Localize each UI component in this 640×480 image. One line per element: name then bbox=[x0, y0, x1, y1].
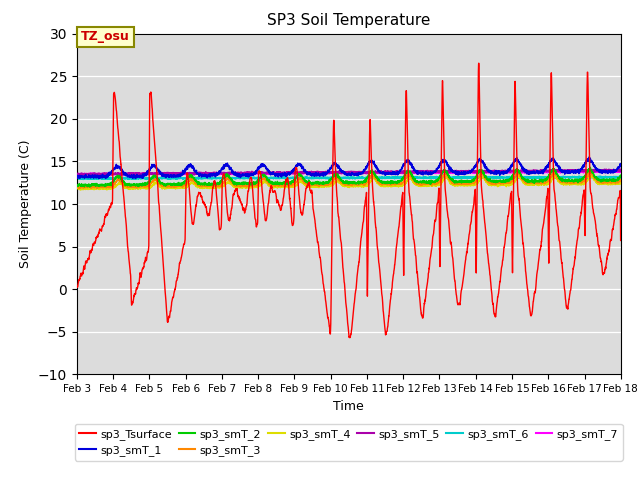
sp3_smT_2 bbox=[548, 168, 556, 174]
sp3_smT_4 bbox=[617, 181, 625, 187]
sp3_Tsurface bbox=[305, 180, 313, 185]
Line: sp3_smT_2: sp3_smT_2 bbox=[77, 168, 621, 187]
sp3_Tsurface bbox=[548, 93, 556, 98]
sp3_smT_6 bbox=[282, 175, 289, 180]
sp3_smT_1 bbox=[548, 157, 556, 163]
sp3_smT_3 bbox=[75, 186, 83, 192]
X-axis label: Time: Time bbox=[333, 400, 364, 413]
Title: SP3 Soil Temperature: SP3 Soil Temperature bbox=[267, 13, 431, 28]
sp3_smT_6 bbox=[79, 177, 87, 182]
sp3_smT_2 bbox=[135, 182, 143, 188]
sp3_smT_3 bbox=[73, 184, 81, 190]
sp3_smT_2 bbox=[617, 172, 625, 178]
sp3_Tsurface bbox=[346, 335, 353, 340]
sp3_smT_7 bbox=[548, 169, 556, 175]
sp3_smT_6 bbox=[135, 175, 143, 181]
sp3_smT_4 bbox=[607, 181, 614, 187]
sp3_smT_2 bbox=[73, 183, 81, 189]
sp3_smT_4 bbox=[135, 185, 143, 191]
sp3_smT_4 bbox=[168, 185, 175, 191]
sp3_smT_2 bbox=[586, 165, 594, 170]
sp3_smT_5 bbox=[578, 167, 586, 172]
sp3_smT_7 bbox=[282, 170, 289, 176]
Line: sp3_smT_5: sp3_smT_5 bbox=[77, 169, 621, 175]
sp3_smT_6 bbox=[548, 174, 556, 180]
sp3_smT_2 bbox=[305, 180, 313, 186]
sp3_smT_4 bbox=[76, 187, 84, 193]
sp3_smT_5 bbox=[282, 170, 289, 176]
sp3_smT_3 bbox=[282, 183, 289, 189]
sp3_smT_5 bbox=[617, 167, 625, 172]
Y-axis label: Soil Temperature (C): Soil Temperature (C) bbox=[19, 140, 32, 268]
sp3_smT_1 bbox=[73, 175, 81, 181]
Line: sp3_smT_6: sp3_smT_6 bbox=[77, 176, 621, 180]
sp3_smT_2 bbox=[168, 181, 175, 187]
sp3_smT_1 bbox=[135, 173, 143, 179]
sp3_smT_5 bbox=[168, 170, 175, 176]
Line: sp3_smT_7: sp3_smT_7 bbox=[77, 171, 621, 175]
sp3_smT_6 bbox=[575, 173, 583, 179]
sp3_smT_3 bbox=[135, 184, 143, 190]
sp3_smT_7 bbox=[135, 171, 143, 177]
sp3_smT_7 bbox=[584, 168, 591, 174]
sp3_smT_7 bbox=[617, 168, 625, 174]
sp3_smT_6 bbox=[305, 176, 313, 181]
sp3_smT_2 bbox=[607, 177, 614, 182]
Line: sp3_smT_4: sp3_smT_4 bbox=[77, 175, 621, 190]
sp3_smT_3 bbox=[617, 177, 625, 183]
Line: sp3_smT_3: sp3_smT_3 bbox=[77, 172, 621, 189]
Text: TZ_osu: TZ_osu bbox=[81, 30, 130, 43]
sp3_smT_7 bbox=[607, 169, 614, 175]
sp3_smT_3 bbox=[548, 173, 556, 179]
sp3_smT_7 bbox=[305, 170, 313, 176]
sp3_smT_6 bbox=[607, 174, 614, 180]
sp3_smT_6 bbox=[168, 176, 175, 181]
sp3_smT_3 bbox=[586, 169, 593, 175]
sp3_smT_4 bbox=[587, 172, 595, 178]
sp3_smT_7 bbox=[73, 171, 81, 177]
sp3_Tsurface bbox=[282, 180, 289, 186]
Line: sp3_smT_1: sp3_smT_1 bbox=[77, 157, 621, 179]
sp3_smT_1 bbox=[305, 170, 313, 176]
sp3_smT_4 bbox=[305, 183, 313, 189]
sp3_smT_7 bbox=[88, 172, 95, 178]
sp3_Tsurface bbox=[607, 237, 614, 242]
sp3_smT_7 bbox=[168, 171, 175, 177]
Line: sp3_Tsurface: sp3_Tsurface bbox=[77, 63, 621, 337]
sp3_smT_1 bbox=[282, 173, 289, 179]
sp3_smT_1 bbox=[585, 154, 593, 160]
sp3_Tsurface bbox=[167, 304, 175, 310]
sp3_smT_3 bbox=[607, 180, 614, 185]
sp3_smT_3 bbox=[305, 181, 313, 187]
sp3_Tsurface bbox=[475, 60, 483, 66]
Legend: sp3_Tsurface, sp3_smT_1, sp3_smT_2, sp3_smT_3, sp3_smT_4, sp3_smT_5, sp3_smT_6, : sp3_Tsurface, sp3_smT_1, sp3_smT_2, sp3_… bbox=[75, 424, 623, 460]
sp3_smT_2 bbox=[282, 180, 289, 186]
sp3_smT_1 bbox=[168, 174, 175, 180]
sp3_smT_4 bbox=[73, 186, 81, 192]
sp3_smT_4 bbox=[282, 184, 289, 190]
sp3_smT_5 bbox=[135, 170, 143, 176]
sp3_smT_1 bbox=[95, 176, 103, 181]
sp3_smT_5 bbox=[305, 169, 313, 175]
sp3_smT_5 bbox=[548, 168, 556, 174]
sp3_smT_1 bbox=[607, 170, 614, 176]
sp3_smT_6 bbox=[617, 174, 625, 180]
sp3_smT_5 bbox=[81, 172, 89, 178]
sp3_smT_4 bbox=[548, 177, 556, 183]
sp3_smT_1 bbox=[617, 161, 625, 167]
sp3_Tsurface bbox=[617, 238, 625, 243]
sp3_smT_5 bbox=[73, 170, 81, 176]
sp3_Tsurface bbox=[135, 280, 143, 286]
sp3_Tsurface bbox=[73, 284, 81, 290]
sp3_smT_5 bbox=[607, 168, 614, 174]
sp3_smT_2 bbox=[86, 184, 93, 190]
sp3_smT_6 bbox=[73, 176, 81, 181]
sp3_smT_3 bbox=[168, 184, 175, 190]
